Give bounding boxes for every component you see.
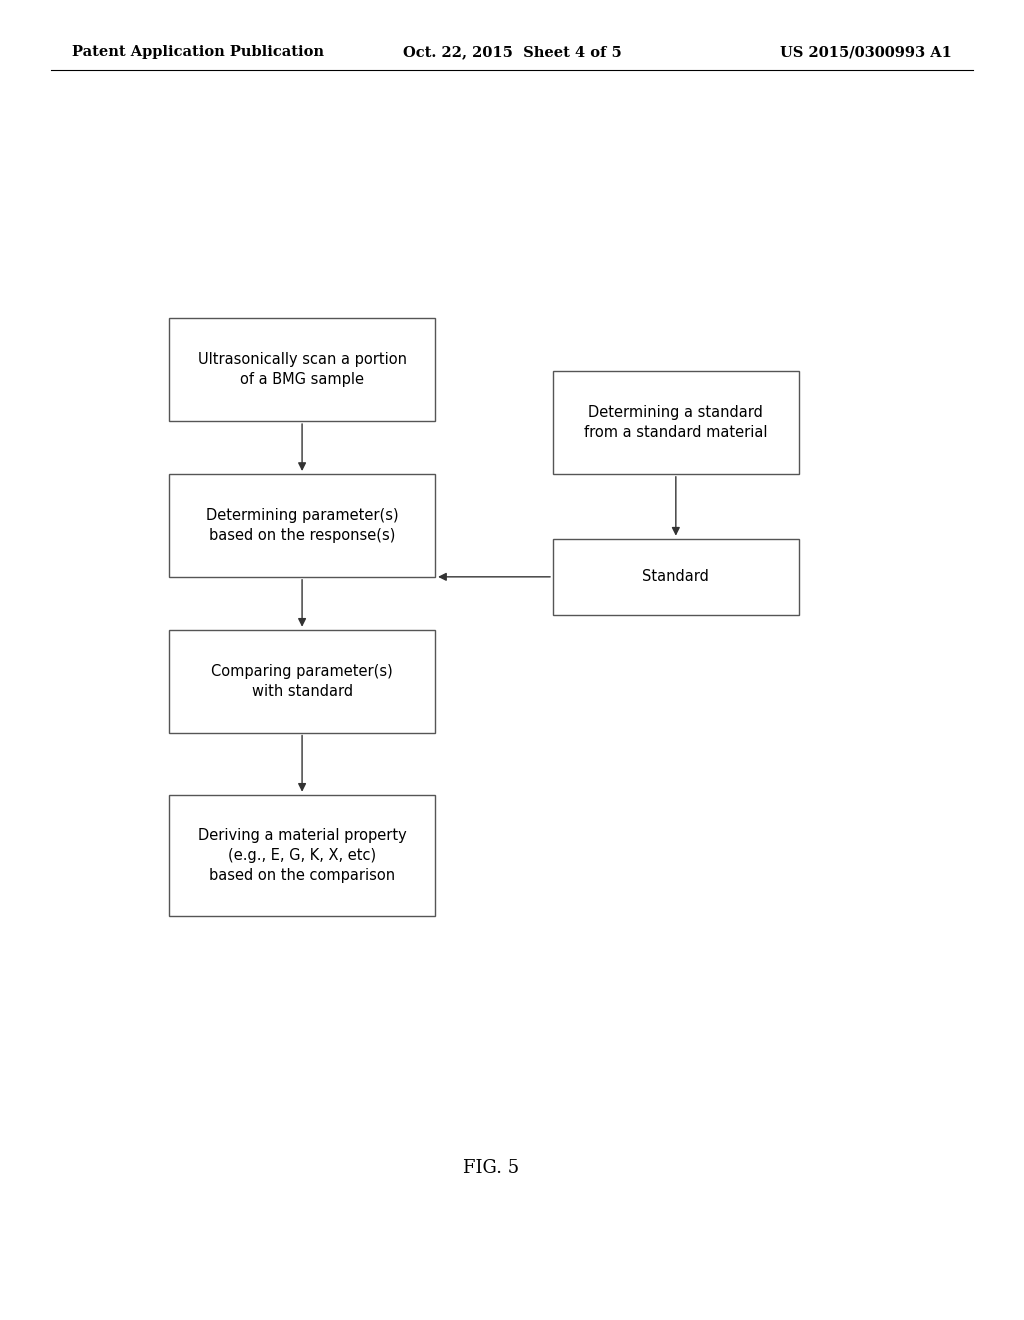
Bar	[169, 474, 435, 577]
Bar	[169, 630, 435, 733]
Bar	[169, 795, 435, 916]
Text: Comparing parameter(s)
with standard: Comparing parameter(s) with standard	[211, 664, 393, 698]
Text: Determining a standard
from a standard material: Determining a standard from a standard m…	[584, 405, 768, 440]
Text: Oct. 22, 2015  Sheet 4 of 5: Oct. 22, 2015 Sheet 4 of 5	[402, 45, 622, 59]
Text: Ultrasonically scan a portion
of a BMG sample: Ultrasonically scan a portion of a BMG s…	[198, 352, 407, 387]
Bar	[169, 318, 435, 421]
Text: Patent Application Publication: Patent Application Publication	[72, 45, 324, 59]
Bar	[553, 371, 799, 474]
Text: Deriving a material property
(e.g., E, G, K, X, etc)
based on the comparison: Deriving a material property (e.g., E, G…	[198, 828, 407, 883]
Text: US 2015/0300993 A1: US 2015/0300993 A1	[780, 45, 952, 59]
Bar	[553, 539, 799, 615]
Text: Standard: Standard	[642, 569, 710, 585]
Text: Determining parameter(s)
based on the response(s): Determining parameter(s) based on the re…	[206, 508, 398, 543]
Text: FIG. 5: FIG. 5	[464, 1159, 519, 1177]
